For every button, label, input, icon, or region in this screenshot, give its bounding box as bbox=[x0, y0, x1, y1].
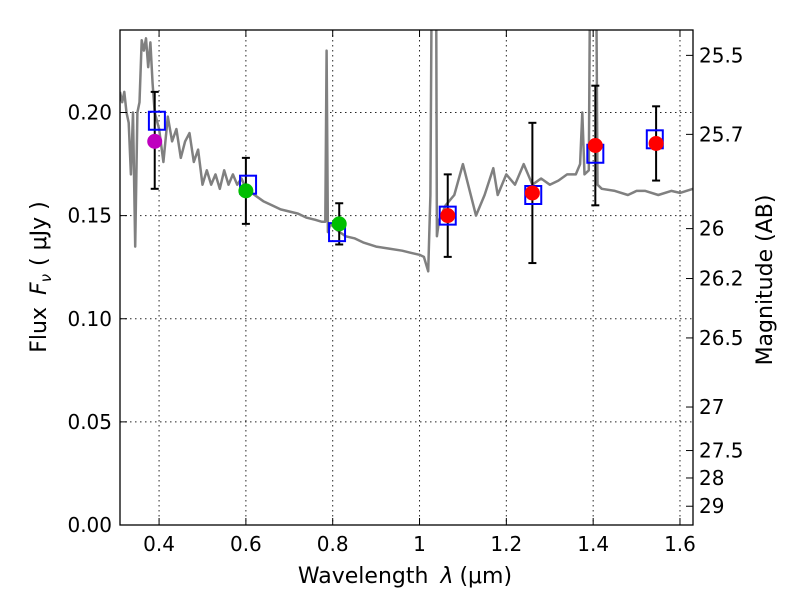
model-flux-square bbox=[438, 205, 457, 226]
observed-flux-point bbox=[440, 208, 456, 224]
y2-tick-label: 26.5 bbox=[699, 326, 744, 350]
observed-flux-point bbox=[238, 183, 254, 199]
y2-axis-label: Magnitude (AB) bbox=[753, 195, 778, 366]
x-tick-label: 0.8 bbox=[317, 532, 349, 556]
y-tick-label: 0.20 bbox=[67, 101, 112, 125]
plot-frame bbox=[119, 29, 694, 526]
plot-area-background bbox=[120, 30, 693, 525]
observed-flux-point bbox=[147, 133, 163, 149]
y2-tick-label: 26 bbox=[699, 217, 724, 241]
x-tick-label: 1.6 bbox=[664, 532, 696, 556]
observed-flux-point bbox=[524, 185, 540, 201]
observed-flux-point bbox=[587, 138, 603, 153]
y-axis-label: FluxFν( μJy ) bbox=[27, 201, 55, 352]
x-tick-label: 1.4 bbox=[577, 532, 609, 556]
axis-ticks: 0.4 0.6 0.8 1 1.2 1.4 1.6 0.00 0.05 0.10 0.15 0.20 2… bbox=[67, 30, 744, 556]
y2-tick-label: 25.5 bbox=[699, 43, 744, 67]
x-tick-label: 1 bbox=[413, 532, 426, 556]
data-marks bbox=[147, 84, 664, 265]
x-axis-label: Wavelength λ (μm) bbox=[298, 564, 512, 589]
y2-tick-label: 27.5 bbox=[699, 439, 744, 463]
x-tick-label: 0.4 bbox=[143, 532, 175, 556]
y2-tick-label: 28 bbox=[699, 466, 724, 490]
observed-flux-point bbox=[648, 135, 664, 151]
model-flux-square bbox=[147, 110, 166, 131]
y-tick-label: 0.15 bbox=[67, 204, 112, 228]
x-tick-label: 1.2 bbox=[490, 532, 522, 556]
grid bbox=[120, 30, 693, 525]
y2-tick-label: 27 bbox=[699, 395, 724, 419]
y-tick-label: 0.05 bbox=[67, 410, 112, 434]
y2-tick-label: 29 bbox=[699, 494, 724, 518]
observed-flux-point bbox=[331, 216, 347, 232]
y-tick-label: 0.10 bbox=[67, 307, 112, 331]
y-tick-label: 0.00 bbox=[67, 513, 112, 537]
y2-tick-label: 25.7 bbox=[699, 122, 744, 146]
y2-tick-label: 26.2 bbox=[699, 267, 744, 291]
x-tick-label: 0.6 bbox=[230, 532, 262, 556]
